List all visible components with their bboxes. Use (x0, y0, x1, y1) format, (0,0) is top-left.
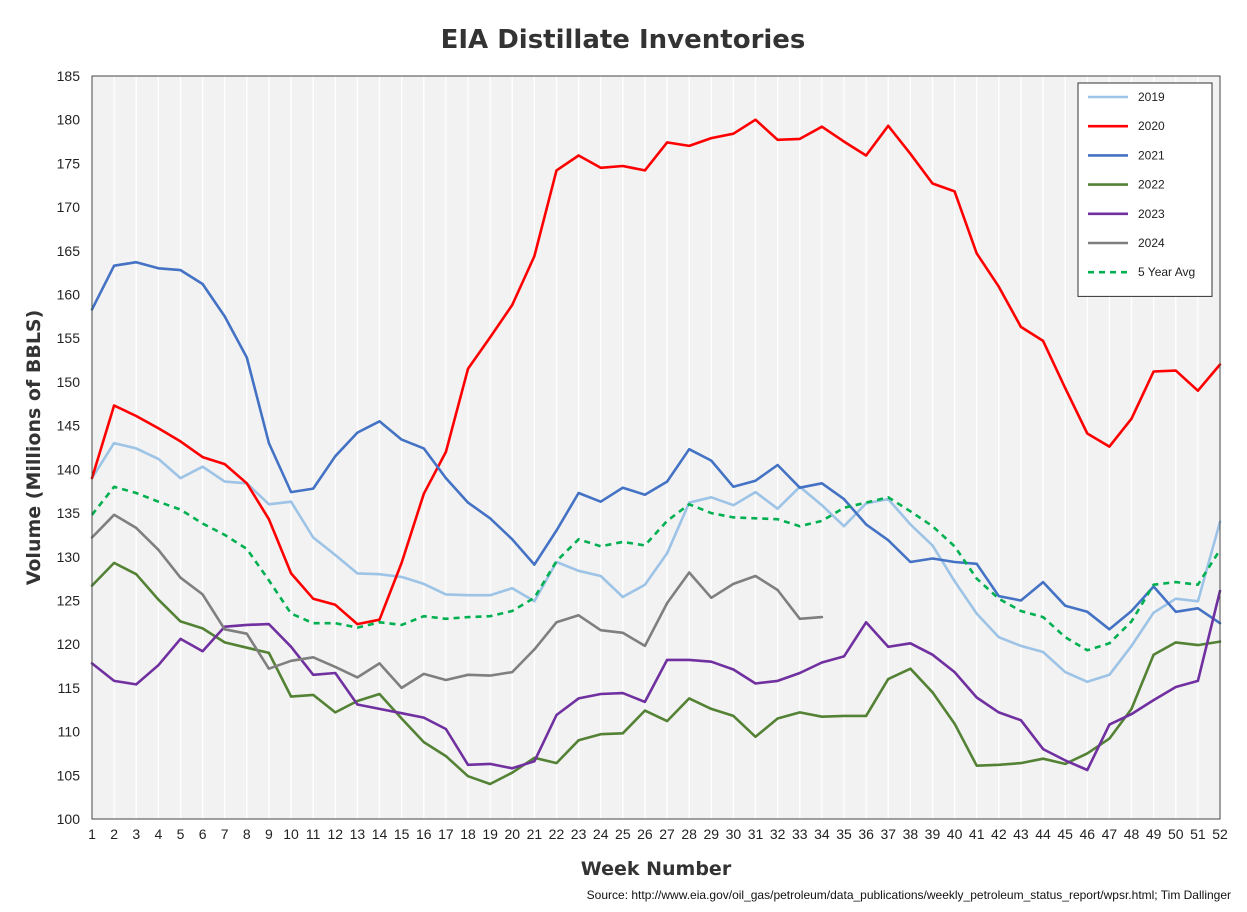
x-tick-label: 25 (615, 826, 631, 842)
x-tick-label: 40 (947, 826, 963, 842)
series-line-2022 (90, 561, 1222, 786)
x-tick-label: 22 (549, 826, 565, 842)
x-tick-label: 48 (1124, 826, 1140, 842)
x-tick-label: 36 (858, 826, 874, 842)
x-tick-label: 15 (394, 826, 410, 842)
series-line-2024 (90, 513, 824, 690)
x-tick-label: 1 (88, 826, 96, 842)
series-line-2023 (90, 589, 1222, 772)
x-tick-label: 7 (221, 826, 229, 842)
x-tick-label: 31 (748, 826, 764, 842)
x-tick-label: 42 (991, 826, 1007, 842)
x-tick-label: 26 (637, 826, 653, 842)
x-tick-label: 4 (154, 826, 162, 842)
y-tick-label: 140 (57, 461, 81, 477)
x-tick-label: 52 (1212, 826, 1228, 842)
x-tick-label: 20 (504, 826, 520, 842)
x-axis-label: Week Number (581, 858, 732, 880)
x-tick-label: 13 (350, 826, 366, 842)
x-tick-label: 28 (681, 826, 697, 842)
x-tick-label: 39 (925, 826, 941, 842)
x-tick-label: 6 (199, 826, 207, 842)
y-tick-label: 185 (57, 68, 81, 84)
x-tick-label: 21 (527, 826, 543, 842)
legend-label: 5 Year Avg (1138, 265, 1195, 279)
series-line-2019 (90, 441, 1222, 684)
series-line-5-year-avg (90, 485, 1222, 652)
legend-label: 2021 (1138, 148, 1165, 162)
x-tick-label: 29 (704, 826, 720, 842)
x-tick-label: 5 (177, 826, 185, 842)
x-tick-label: 2 (110, 826, 118, 842)
x-tick-label: 32 (770, 826, 786, 842)
x-tick-label: 50 (1168, 826, 1184, 842)
x-tick-label: 33 (792, 826, 808, 842)
y-tick-label: 100 (57, 811, 81, 827)
y-tick-label: 115 (58, 680, 81, 696)
x-tick-label: 23 (571, 826, 587, 842)
y-tick-label: 160 (57, 287, 81, 303)
x-tick-label: 30 (726, 826, 742, 842)
x-tick-label: 51 (1190, 826, 1206, 842)
legend-label: 2023 (1138, 207, 1165, 221)
x-tick-label: 41 (969, 826, 985, 842)
y-tick-label: 135 (57, 505, 81, 521)
legend: 2019 2020 2021 2022 2023 2024 5 Year Avg (1077, 82, 1213, 297)
y-tick-label: 125 (57, 592, 81, 608)
x-tick-label: 18 (460, 826, 476, 842)
y-tick-label: 105 (57, 767, 81, 783)
x-tick-label: 17 (438, 826, 454, 842)
x-tick-label: 43 (1013, 826, 1029, 842)
legend-box (1077, 82, 1213, 297)
legend-label: 2022 (1138, 178, 1165, 192)
x-tick-label: 46 (1080, 826, 1096, 842)
y-axis-ticks: 100 105 110 115 120 125 130 135 140 145 150 155 160 1… (57, 68, 81, 827)
x-tick-label: 19 (482, 826, 498, 842)
legend-label: 2020 (1138, 119, 1165, 133)
y-tick-label: 145 (57, 418, 81, 434)
y-tick-label: 155 (57, 330, 81, 346)
x-tick-label: 34 (814, 826, 830, 842)
x-tick-label: 37 (880, 826, 896, 842)
x-axis-ticks: 1 2 3 4 5 6 7 8 9 10 11 12 13 14 15 16 17 18 19 20 21 22 23 24 2… (88, 826, 1228, 842)
y-tick-label: 180 (57, 112, 81, 128)
series-line-2021 (90, 260, 1222, 631)
legend-label: 2019 (1138, 90, 1165, 104)
x-tick-label: 14 (372, 826, 388, 842)
y-tick-label: 165 (57, 243, 81, 259)
plot-border (91, 75, 1221, 820)
x-tick-label: 47 (1102, 826, 1118, 842)
y-axis-label: Volume (Millions of BBLS) (23, 310, 45, 586)
x-tick-label: 45 (1057, 826, 1073, 842)
series-lines (90, 118, 1222, 786)
x-tick-label: 44 (1035, 826, 1051, 842)
y-tick-label: 175 (57, 155, 81, 171)
x-tick-label: 9 (265, 826, 273, 842)
x-tick-label: 38 (903, 826, 919, 842)
y-tick-label: 150 (57, 374, 81, 390)
y-tick-label: 110 (58, 724, 81, 740)
x-tick-label: 35 (836, 826, 852, 842)
x-tick-label: 24 (593, 826, 609, 842)
plot-area (92, 76, 1220, 819)
x-tick-label: 3 (132, 826, 140, 842)
chart-title: EIA Distillate Inventories (441, 25, 806, 55)
y-tick-label: 170 (57, 199, 81, 215)
y-tick-label: 130 (57, 549, 81, 565)
legend-label: 2024 (1138, 236, 1165, 250)
x-tick-label: 49 (1146, 826, 1162, 842)
x-tick-label: 27 (659, 826, 675, 842)
x-tick-label: 11 (306, 826, 321, 842)
x-tick-label: 12 (328, 826, 344, 842)
x-tick-label: 10 (283, 826, 299, 842)
y-tick-label: 120 (57, 636, 81, 652)
x-tick-label: 16 (416, 826, 432, 842)
x-tick-label: 8 (243, 826, 251, 842)
series-line-2020 (90, 118, 1222, 626)
source-note: Source: http://www.eia.gov/oil_gas/petro… (586, 888, 1231, 902)
